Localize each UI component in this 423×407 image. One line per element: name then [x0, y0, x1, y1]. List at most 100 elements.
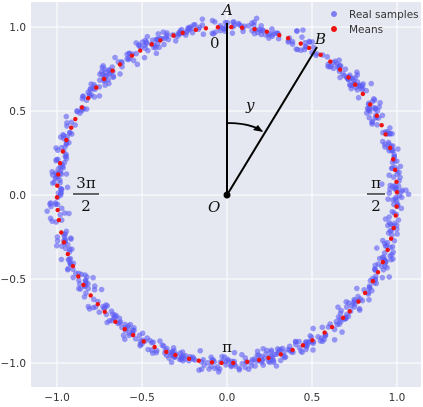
real-sample-point [66, 246, 73, 253]
real-sample-point [395, 217, 402, 223]
real-sample-point [366, 284, 373, 291]
y-tick-label: −0.5 [1, 274, 27, 286]
real-sample-point [342, 66, 349, 72]
real-sample-point [372, 273, 379, 280]
real-sample-point [282, 354, 289, 360]
mean-point [328, 59, 333, 64]
real-sample-point [70, 274, 76, 281]
mean-point [285, 36, 291, 41]
real-sample-point [289, 38, 296, 45]
y-tick-label: 0.5 [9, 106, 26, 118]
mean-point [149, 42, 154, 47]
real-sample-point [157, 338, 163, 344]
real-sample-point [200, 31, 207, 38]
mean-point [186, 356, 192, 361]
real-sample-point [370, 96, 377, 102]
real-sample-point [269, 26, 275, 32]
mean-point [278, 352, 283, 357]
real-sample-point [314, 50, 320, 57]
real-sample-point [387, 125, 393, 131]
mean-point [380, 259, 386, 265]
real-sample-point [351, 298, 358, 304]
mean-point [298, 41, 303, 46]
real-samples-series [44, 15, 412, 375]
real-sample-point [231, 349, 238, 356]
real-sample-point [369, 119, 375, 125]
mean-point [56, 172, 61, 177]
real-sample-point [57, 212, 63, 218]
legend-label-means: Means [349, 24, 383, 36]
mean-point [69, 125, 74, 130]
real-sample-point [277, 346, 284, 353]
real-sample-point [130, 57, 137, 64]
mean-point [375, 270, 381, 275]
mean-point [152, 344, 157, 350]
real-sample-point [324, 54, 331, 60]
mean-point [55, 207, 60, 213]
real-sample-point [64, 184, 71, 191]
real-sample-point [275, 35, 282, 42]
mean-point [101, 76, 107, 82]
mean-point [76, 274, 81, 279]
real-sample-point [310, 347, 316, 353]
mean-point [385, 247, 390, 253]
y-tick-label: −1.0 [1, 358, 27, 370]
real-sample-point [354, 69, 360, 75]
mean-point [252, 27, 257, 32]
real-sample-point [172, 38, 179, 44]
real-sample-point [385, 222, 391, 229]
real-sample-point [180, 357, 186, 364]
real-sample-point [365, 107, 372, 114]
mean-point [346, 75, 351, 80]
legend-marker-means [331, 26, 337, 32]
angle-label-three-pi-half-num: 3π [76, 174, 96, 192]
real-sample-point [368, 80, 375, 87]
real-sample-point [260, 345, 266, 352]
real-sample-point [252, 363, 258, 369]
real-sample-point [112, 54, 118, 61]
mean-point [340, 315, 346, 321]
real-sample-point [160, 343, 167, 349]
real-sample-point [63, 113, 70, 120]
real-sample-point [355, 293, 361, 300]
mean-point [70, 263, 76, 269]
real-sample-point [69, 131, 75, 137]
real-sample-point [372, 265, 378, 272]
mean-point [394, 179, 399, 184]
real-sample-point [229, 30, 236, 36]
real-sample-point [53, 157, 59, 164]
mean-point [180, 30, 185, 36]
real-sample-point [48, 203, 54, 210]
real-sample-point [386, 172, 392, 179]
real-sample-point [343, 304, 350, 310]
real-sample-point [99, 64, 106, 71]
real-sample-point [374, 122, 380, 128]
real-sample-point [212, 365, 218, 372]
mean-point [141, 339, 146, 344]
mean-point [196, 358, 201, 363]
mean-point [393, 213, 398, 218]
real-sample-point [164, 30, 170, 36]
mean-point [390, 157, 396, 162]
real-sample-point [350, 77, 357, 84]
real-sample-point [102, 69, 109, 75]
mean-point [245, 359, 250, 365]
real-sample-point [242, 364, 249, 371]
real-sample-point [338, 307, 344, 314]
real-sample-point [79, 96, 86, 102]
mean-point [387, 145, 393, 151]
real-sample-point [142, 37, 148, 44]
real-sample-point [310, 325, 316, 332]
mean-point [374, 113, 380, 118]
real-sample-point [163, 34, 170, 40]
real-sample-point [196, 367, 202, 373]
real-sample-point [96, 93, 103, 99]
real-sample-point [170, 345, 177, 351]
real-sample-point [300, 27, 306, 33]
legend-marker-real-samples [331, 11, 337, 17]
real-sample-point [199, 16, 206, 22]
mean-point [368, 102, 373, 107]
real-sample-point [336, 321, 343, 327]
real-sample-point [117, 71, 123, 77]
mean-point [379, 123, 384, 128]
